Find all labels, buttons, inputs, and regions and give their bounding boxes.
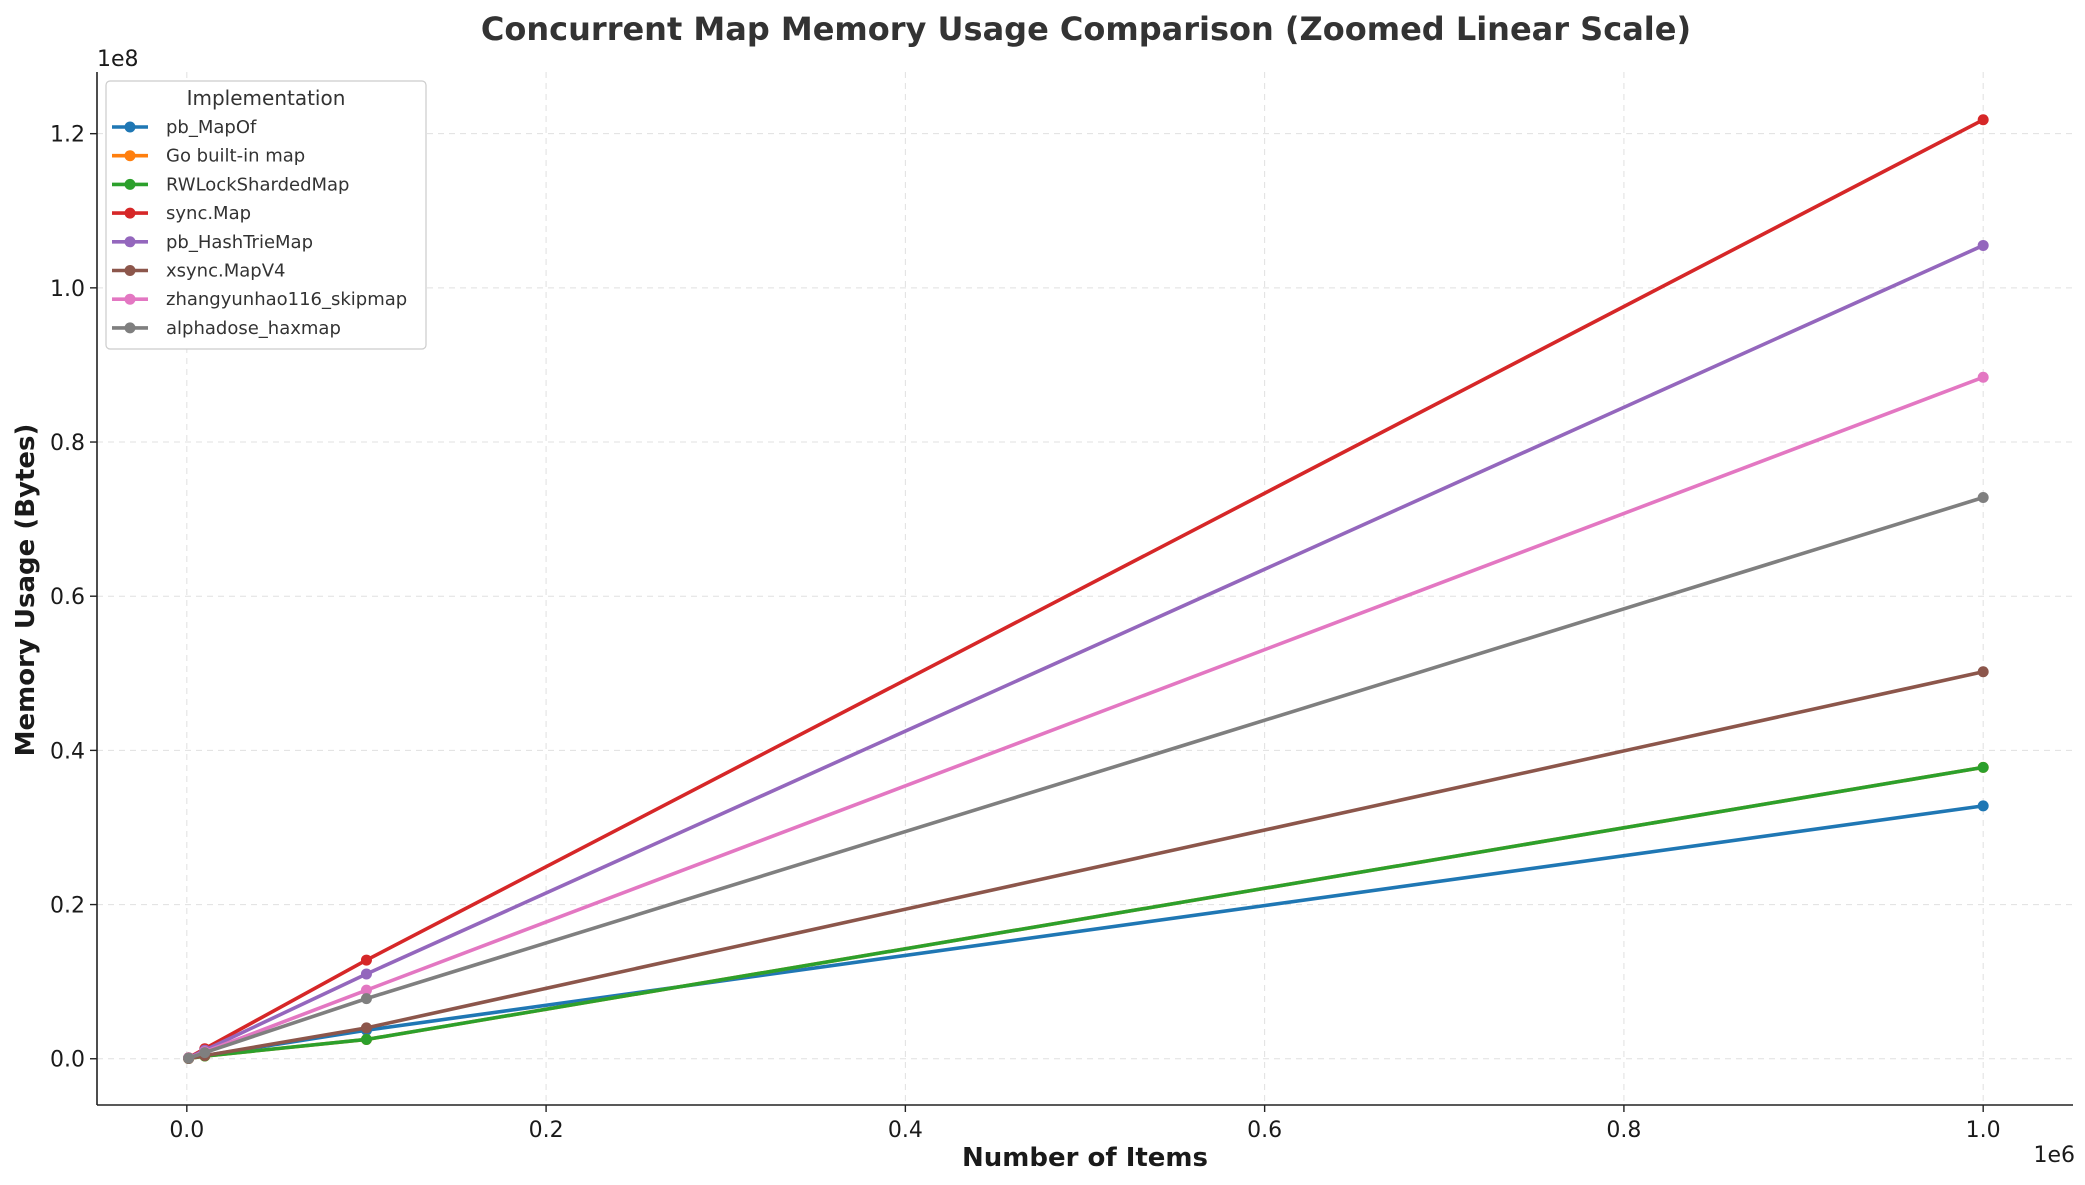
legend-swatch-marker (124, 236, 136, 248)
data-point (1977, 371, 1989, 383)
x-axis-label: Number of Items (962, 1143, 1208, 1173)
series-sync-map (183, 114, 1989, 1064)
chart-title: Concurrent Map Memory Usage Comparison (… (481, 10, 1691, 48)
legend-item-go-built-in-map: Go built-in map (112, 146, 305, 167)
legend-item-sync-map: sync.Map (112, 203, 251, 224)
legend-label: Go built-in map (166, 146, 305, 167)
series-line (186, 669, 1985, 1061)
series-xsync-mapv4 (183, 666, 1989, 1064)
series-line (186, 495, 1985, 1060)
series-alphadose-haxmap (183, 492, 1989, 1064)
grid (97, 72, 2073, 1105)
data-point (1977, 239, 1989, 251)
data-point (1977, 800, 1989, 812)
series-pb-hashtriemap (183, 239, 1989, 1064)
legend-swatch-marker (124, 265, 136, 276)
legend-item-pb-mapof: pb_MapOf (112, 117, 257, 138)
legend-label: pb_HashTrieMap (166, 232, 313, 253)
data-point (1977, 666, 1989, 678)
legend-title: Implementation (187, 86, 346, 110)
series-lines (183, 114, 1989, 1064)
x-tick-label: 0.6 (1247, 1118, 1282, 1143)
data-point (360, 1033, 372, 1045)
legend-item-rwlockshardedmap: RWLockShardedMap (112, 174, 349, 195)
legend-label: xsync.MapV4 (166, 261, 285, 282)
legend-label: sync.Map (166, 203, 251, 224)
x-tick-label: 0.0 (169, 1118, 204, 1143)
legend-item-zhangyunhao116-skipmap: zhangyunhao116_skipmap (112, 289, 407, 310)
series-line (186, 243, 1985, 1060)
y-tick-label: 1.0 (50, 277, 85, 302)
data-point (1977, 492, 1989, 504)
y-tick-label: 0.8 (50, 431, 85, 456)
data-point (360, 968, 372, 980)
data-point (1977, 761, 1989, 773)
legend-swatch-marker (124, 121, 136, 133)
legend-item-xsync-mapv4: xsync.MapV4 (112, 261, 285, 282)
axes: 0.0 0.2 0.4 0.6 0.8 1.0 0.0 0.2 0.4 0.6 0.8 1.0 1.2 (50, 72, 2073, 1143)
data-point (360, 984, 372, 996)
data-point (360, 1022, 372, 1034)
data-point (360, 954, 372, 966)
y-tick-label: 0.0 (50, 1048, 85, 1073)
data-point (199, 1047, 211, 1059)
legend: Implementation pb_MapOf Go built-in map RW… (105, 80, 427, 350)
legend-swatch-marker (124, 322, 136, 334)
legend-label: alphadose_haxmap (166, 318, 341, 339)
x-axis-offset-label: 1e6 (2033, 1143, 2075, 1168)
legend-swatch-marker (124, 150, 136, 162)
y-axis-label: Memory Usage (Bytes) (11, 424, 41, 757)
y-tick-label: 0.4 (50, 739, 85, 764)
y-tick-label: 0.6 (50, 585, 85, 610)
legend-label: pb_MapOf (166, 117, 257, 138)
data-point (183, 1052, 195, 1064)
data-point (1977, 114, 1989, 126)
x-tick-label: 0.2 (529, 1118, 564, 1143)
series-zhangyunhao116-skipmap (183, 371, 1989, 1064)
legend-swatch-marker (124, 293, 136, 305)
legend-swatch-marker (124, 207, 136, 219)
x-tick-label: 0.4 (888, 1118, 923, 1143)
data-point (360, 993, 372, 1005)
x-tick-label: 1.0 (1966, 1118, 2001, 1143)
series-line (186, 375, 1985, 1060)
y-tick-label: 0.2 (50, 894, 85, 919)
legend-item-alphadose-haxmap: alphadose_haxmap (112, 318, 341, 339)
legend-box (105, 80, 427, 350)
y-tick-label: 1.2 (50, 123, 85, 148)
legend-item-pb-hashtriemap: pb_HashTrieMap (112, 232, 313, 253)
y-axis-offset-label: 1e8 (97, 47, 139, 72)
legend-swatch-marker (124, 178, 136, 190)
x-tick-label: 0.8 (1606, 1118, 1641, 1143)
legend-label: zhangyunhao116_skipmap (166, 289, 407, 310)
legend-label: RWLockShardedMap (166, 174, 349, 195)
